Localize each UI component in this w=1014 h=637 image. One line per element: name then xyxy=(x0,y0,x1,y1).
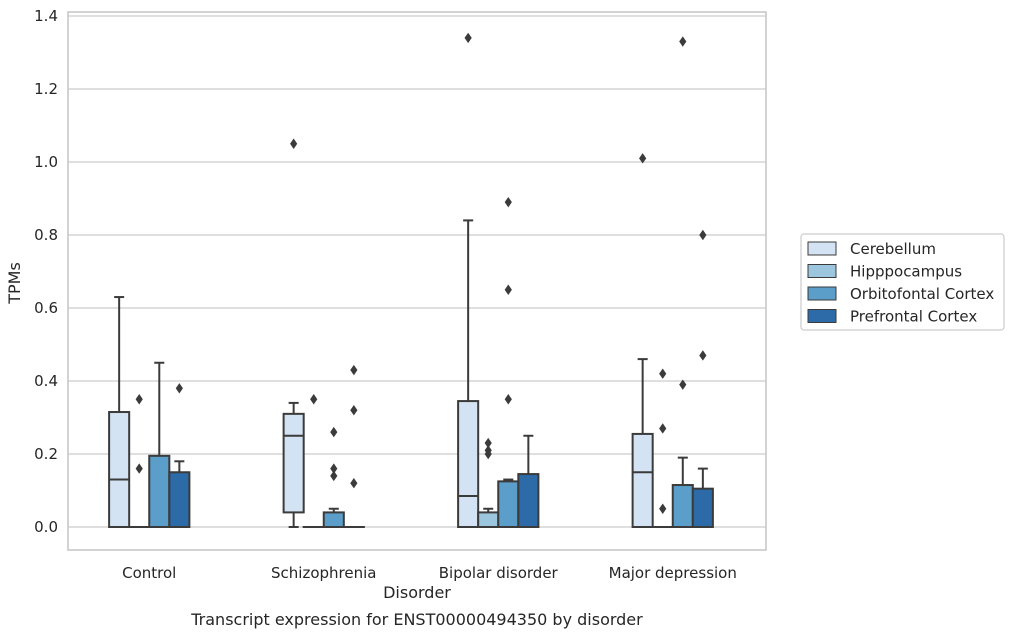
y-axis-label: TPMs xyxy=(5,262,24,305)
outlier-point xyxy=(639,153,647,164)
box xyxy=(631,432,654,528)
y-axis: 0.0 0.2 0.4 0.6 0.8 1.0 1.2 1.4 xyxy=(34,7,58,536)
plot-frame xyxy=(67,11,767,551)
outlier-point xyxy=(504,394,512,405)
x-tick-label: Bipolar disorder xyxy=(439,564,559,582)
outlier-point xyxy=(330,463,338,474)
box-group xyxy=(631,153,654,528)
legend-label: Prefrontal Cortex xyxy=(850,308,977,326)
outlier-point xyxy=(310,394,318,405)
legend: Cerebellum Hipppocampus Orbitofontal Corte… xyxy=(800,233,1005,331)
outlier-point xyxy=(504,196,512,208)
box-group xyxy=(457,32,480,529)
outlier-point xyxy=(350,478,358,489)
outlier-point xyxy=(504,284,512,295)
box-group xyxy=(517,434,540,529)
box-group xyxy=(322,426,345,529)
outlier-point xyxy=(290,138,298,149)
outlier-point xyxy=(135,463,143,474)
outlier-point xyxy=(699,229,707,241)
box xyxy=(282,412,305,514)
x-axis-label: Disorder xyxy=(383,583,451,602)
box-group xyxy=(691,229,714,528)
legend-swatch xyxy=(807,286,837,301)
y-tick-label: 0.8 xyxy=(34,226,58,244)
outlier-point xyxy=(659,503,667,514)
legend-label: Hipppocampus xyxy=(850,263,962,281)
box-group xyxy=(497,196,520,528)
legend-label: Cerebellum xyxy=(850,240,936,258)
outlier-point xyxy=(330,470,338,482)
gridlines xyxy=(67,11,767,551)
legend-frame xyxy=(800,233,1005,331)
legend-label: Orbitofontal Cortex xyxy=(850,285,994,303)
box-group xyxy=(477,437,500,529)
outlier-point xyxy=(330,426,338,438)
box xyxy=(322,511,345,529)
outlier-point xyxy=(659,423,667,434)
box xyxy=(457,400,480,529)
box xyxy=(517,473,540,529)
outlier-point xyxy=(484,437,492,449)
box xyxy=(148,454,171,529)
outlier-point xyxy=(699,350,707,361)
box-group xyxy=(168,383,191,528)
outlier-point xyxy=(679,379,687,390)
outlier-point xyxy=(484,448,492,460)
box xyxy=(497,480,520,528)
outlier-point xyxy=(175,383,183,394)
y-tick-label: 1.4 xyxy=(34,7,58,25)
plot-area xyxy=(108,32,714,529)
y-tick-label: 0.0 xyxy=(34,518,58,536)
box xyxy=(168,471,191,528)
y-tick-label: 1.0 xyxy=(34,153,58,171)
outlier-point xyxy=(135,394,143,405)
x-tick-label: Schizophrenia xyxy=(271,564,376,582)
box-group xyxy=(282,138,305,528)
box-group xyxy=(302,394,325,529)
outlier-point xyxy=(659,368,667,379)
legend-swatch xyxy=(807,309,837,323)
outlier-point xyxy=(350,405,358,416)
box xyxy=(477,511,500,529)
legend-swatch xyxy=(807,241,837,256)
y-tick-label: 1.2 xyxy=(34,80,58,98)
box-group xyxy=(148,361,171,529)
figure-caption: Transcript expression for ENST0000049435… xyxy=(190,610,643,629)
outlier-point xyxy=(350,364,358,376)
y-tick-label: 0.2 xyxy=(34,445,58,463)
y-tick-label: 0.6 xyxy=(34,299,58,317)
y-tick-label: 0.4 xyxy=(34,372,58,390)
box-group xyxy=(128,394,151,529)
outlier-point xyxy=(464,32,472,44)
x-tick-label: Major depression xyxy=(609,564,737,582)
box-group xyxy=(108,296,131,528)
box xyxy=(671,484,694,528)
box xyxy=(108,411,131,528)
box-group xyxy=(651,368,674,529)
box xyxy=(691,487,714,528)
box-group xyxy=(342,364,365,529)
x-axis: Control Schizophrenia Bipolar disorder Majo… xyxy=(122,564,737,582)
legend-swatch xyxy=(807,264,837,278)
outlier-point xyxy=(679,36,687,47)
x-tick-label: Control xyxy=(122,564,176,582)
